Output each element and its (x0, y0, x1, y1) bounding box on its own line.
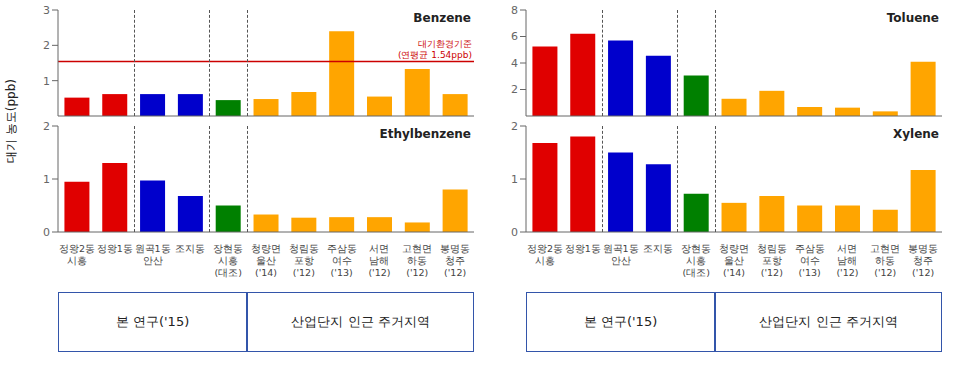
svg-text:서면남해('12): 서면남해('12) (836, 243, 858, 278)
svg-text:조지동: 조지동 (643, 243, 673, 254)
svg-text:정왕1동: 정왕1동 (565, 243, 601, 254)
svg-text:청림동포항('12): 청림동포항('12) (289, 243, 319, 278)
svg-text:3: 3 (43, 4, 50, 17)
html-text:Xylene: Xylene (893, 127, 939, 141)
html-text:Toluene: Toluene (886, 11, 939, 25)
svg-text:서면남해('12): 서면남해('12) (368, 243, 390, 278)
html-text:Benzene: Benzene (413, 11, 471, 25)
svg-text:0: 0 (511, 226, 518, 239)
svg-text:청량면울산('14): 청량면울산('14) (251, 243, 281, 278)
html-text:산업단지 인근 주거지역: 산업단지 인근 주거지역 (759, 314, 898, 329)
svg-text:4: 4 (511, 57, 518, 70)
svg-text:1: 1 (43, 173, 50, 186)
svg-text:2: 2 (511, 120, 518, 133)
svg-text:대기환경기준(연평균 1.54ppb): 대기환경기준(연평균 1.54ppb) (398, 39, 472, 60)
svg-text:6: 6 (511, 30, 518, 43)
svg-text:장현동시흥(대조): 장현동시흥(대조) (213, 243, 243, 278)
svg-text:1: 1 (511, 173, 518, 186)
svg-text:2: 2 (43, 39, 50, 52)
svg-text:0: 0 (43, 226, 50, 239)
svg-text:2: 2 (511, 83, 518, 96)
svg-text:주삼동여수('13): 주삼동여수('13) (327, 243, 357, 278)
svg-text:봉명동청주('12): 봉명동청주('12) (908, 243, 938, 278)
html-text:Ethylbenzene: Ethylbenzene (379, 127, 471, 141)
svg-text:2: 2 (43, 120, 50, 133)
svg-text:원곡1동안산: 원곡1동안산 (603, 243, 639, 266)
html-text:대기 농도(ppb): 대기 농도(ppb) (3, 79, 18, 163)
svg-text:주삼동여수('13): 주삼동여수('13) (795, 243, 825, 278)
html-text:본 연구('15): 본 연구('15) (583, 314, 658, 329)
svg-text:원곡1동안산: 원곡1동안산 (135, 243, 171, 266)
svg-text:고현면하동('12): 고현면하동('12) (402, 243, 432, 278)
svg-text:1: 1 (43, 75, 50, 88)
svg-text:고현면하동('12): 고현면하동('12) (870, 243, 900, 278)
html-text:산업단지 인근 주거지역: 산업단지 인근 주거지역 (291, 314, 430, 329)
svg-text:청량면울산('14): 청량면울산('14) (719, 243, 749, 278)
svg-text:정왕2동시흥: 정왕2동시흥 (59, 243, 95, 266)
html-text:본 연구('15): 본 연구('15) (115, 314, 190, 329)
svg-text:8: 8 (511, 4, 518, 17)
svg-text:장현동시흥(대조): 장현동시흥(대조) (681, 243, 711, 278)
svg-text:정왕1동: 정왕1동 (97, 243, 133, 254)
svg-text:정왕2동시흥: 정왕2동시흥 (527, 243, 563, 266)
svg-text:조지동: 조지동 (175, 243, 205, 254)
svg-text:봉명동청주('12): 봉명동청주('12) (440, 243, 470, 278)
svg-text:청림동포항('12): 청림동포항('12) (757, 243, 787, 278)
